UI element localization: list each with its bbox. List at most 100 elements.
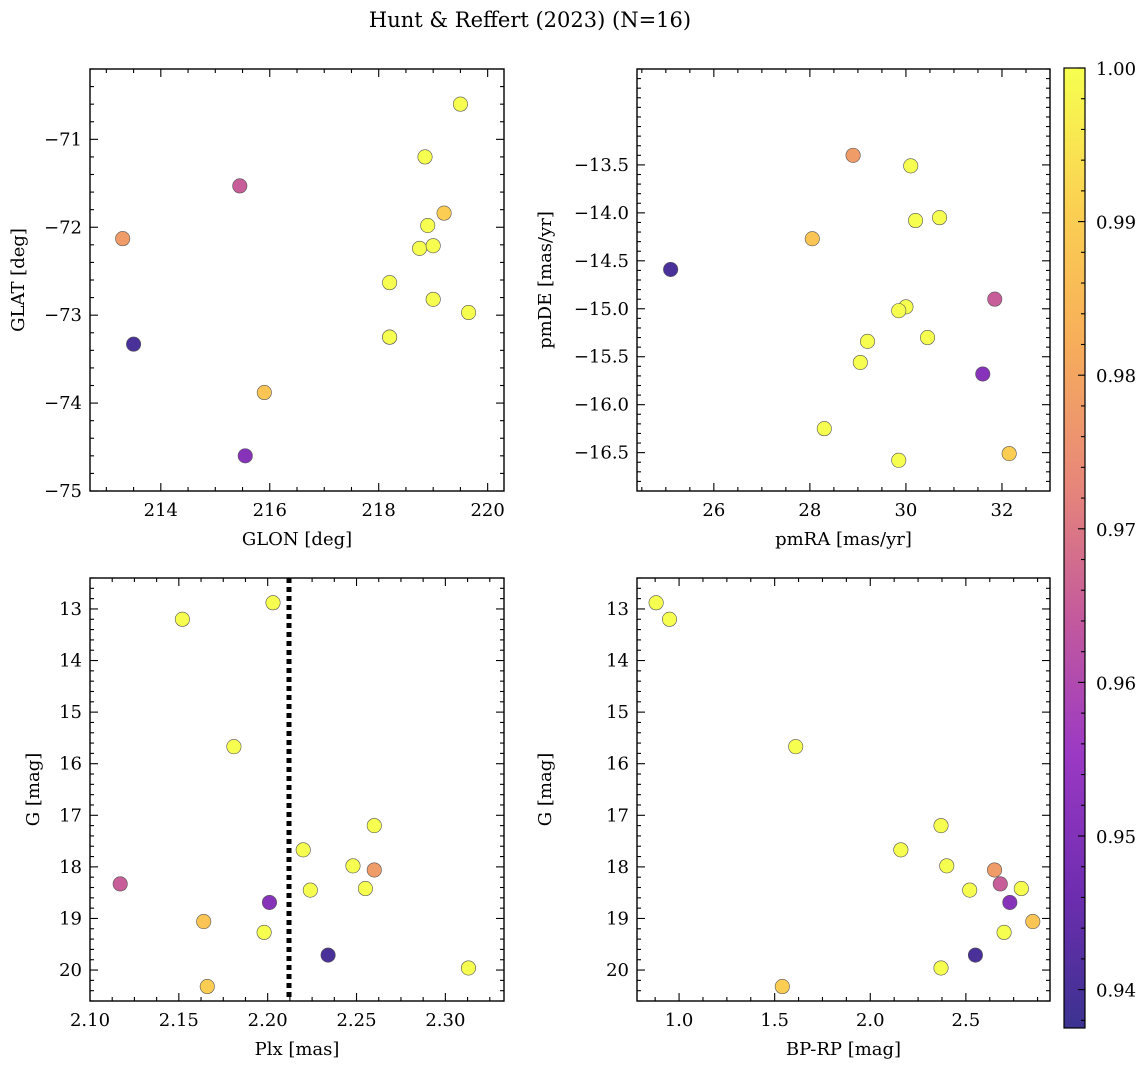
scatter-point [226,739,242,755]
scatter-point [1013,881,1029,897]
y-tick-label: 15 [606,702,629,723]
x-tick-label: 220 [470,500,504,521]
scatter-point [860,333,876,349]
scatter-point [199,979,215,995]
scatter-point [648,595,664,611]
x-axis-label: pmRA [mas/yr] [775,529,912,550]
scatter-point [816,421,832,437]
colorbar-tick-label: 0.99 [1096,213,1136,234]
y-tick-label: 18 [606,857,629,878]
y-tick-label: 19 [59,908,82,929]
x-tick-label: 32 [991,500,1014,521]
scatter-point [412,240,428,256]
y-tick-label: −14.0 [574,203,629,224]
colorbar: 0.94 0.95 0.96 0.97 0.98 0.99 1.00 [1063,59,1136,1029]
scatter-point [320,947,336,963]
scatter-point [126,336,142,352]
scatter-point [196,914,212,930]
scatter-point [417,149,433,165]
x-tick-label: 1.5 [760,1010,789,1031]
x-tick-label: 2.0 [856,1010,885,1031]
y-axis-label: G [mag] [23,753,44,826]
plot-frame [89,68,505,492]
y-tick-label: 16 [59,754,82,775]
x-axis-label: BP-RP [mag] [786,1039,901,1060]
scatter-point [256,924,272,940]
y-tick-label: 16 [606,754,629,775]
scatter-point [774,979,790,995]
x-tick-label: 1.0 [665,1010,694,1031]
y-tick-label: 18 [59,857,82,878]
scatter-point [302,882,318,898]
scatter-point [382,329,398,345]
scatter-point [893,842,909,858]
y-tick-label: −16.0 [574,395,629,416]
scatter-point [987,291,1003,307]
x-tick-label: 2.30 [425,1010,465,1031]
colorbar-tick-label: 0.96 [1096,673,1136,694]
plot-frame [636,68,1051,492]
scatter-point [295,842,311,858]
scatter-point [939,858,955,874]
y-tick-label: −72 [44,217,82,238]
scatter-point [891,452,907,468]
colorbar-tick-label: 0.94 [1096,981,1136,1002]
scatter-point [663,261,679,277]
scatter-point [461,305,477,321]
scatter-point [357,881,373,897]
y-tick-label: −16.5 [574,443,629,464]
y-axis-label: G [mag] [535,753,556,826]
x-tick-label: 218 [362,500,396,521]
y-tick-label: −71 [44,129,82,150]
scatter-point [662,611,678,627]
scatter-point [1002,894,1018,910]
colorbar-gradient [1063,67,1086,1029]
x-tick-label: 2.5 [952,1010,981,1031]
x-tick-label: 2.25 [336,1010,376,1031]
x-tick-label: 30 [894,500,917,521]
scatter-point [891,303,907,319]
scatter-panel-4: 1.0 1.5 2.0 2.5 13 14 15 16 17 18 19 20 BP-RP [mag] G… [535,577,1051,1060]
colorbar-tick-label: 0.97 [1096,520,1136,541]
scatter-point [366,862,382,878]
x-axis-label: Plx [mas] [255,1039,340,1060]
x-tick-label: 2.10 [70,1010,110,1031]
colorbar-tick-label: 0.98 [1096,366,1136,387]
scatter-point [460,960,476,976]
x-tick-label: 216 [253,500,287,521]
scatter-point [992,876,1008,892]
y-tick-label: 20 [606,960,629,981]
y-tick-label: 17 [59,805,82,826]
y-tick-label: −15.5 [574,347,629,368]
scatter-point [436,205,452,221]
scatter-point [1001,446,1017,462]
colorbar-tick-label: 0.95 [1096,827,1136,848]
scatter-point [425,238,441,254]
x-tick-label: 2.15 [159,1010,199,1031]
x-tick-label: 28 [798,500,821,521]
y-axis-label: pmDE [mas/yr] [535,211,556,349]
scatter-point [975,366,991,382]
scatter-point [1025,914,1041,930]
scatter-point [112,876,128,892]
scatter-point [265,595,281,611]
scatter-point [788,739,804,755]
scatter-point [345,858,361,874]
scatter-point [174,611,190,627]
scatter-panel-1: 214 216 218 220 −75 −74 −73 −72 −71 GLON [deg] GLA… [8,68,505,550]
plot-frame [89,577,505,1002]
x-tick-label: 26 [702,500,725,521]
plot-frame [636,577,1051,1002]
y-tick-label: −75 [44,481,82,502]
y-tick-label: 17 [606,805,629,826]
scatter-point [237,448,253,464]
y-axis-label: GLAT [deg] [8,228,29,332]
y-tick-label: 13 [59,599,82,620]
scatter-point [920,330,936,346]
scatter-point [967,947,983,963]
y-tick-label: 14 [606,651,629,672]
scatter-point [261,894,277,910]
scatter-panel-2: 26 28 30 32 −16.5 −16.0 −15.5 −15.0 −14.5 −14.0 −1… [535,68,1051,550]
y-tick-label: −73 [44,305,82,326]
